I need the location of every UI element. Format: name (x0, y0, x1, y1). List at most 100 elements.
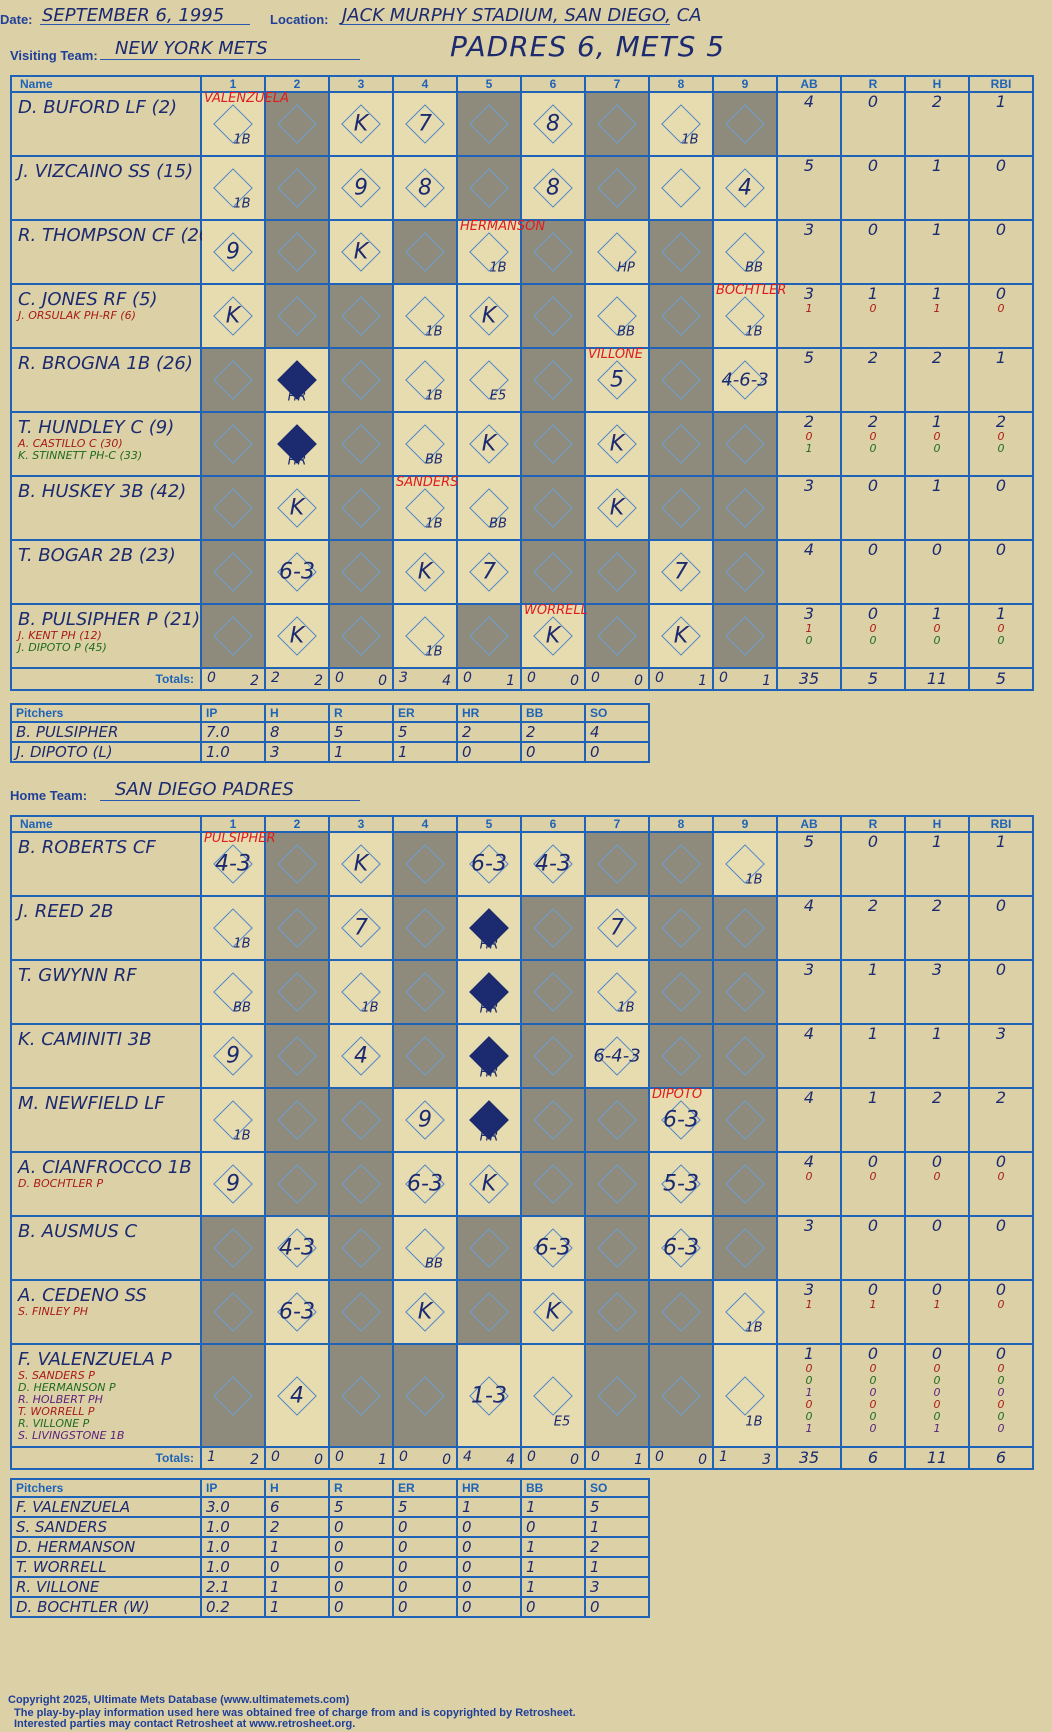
stat-ab: 4 (776, 539, 842, 605)
batter-name-cell: C. JONES RF (5) J. ORSULAK PH-RF (6) (10, 283, 202, 349)
play-result: 4 (354, 1043, 368, 1069)
play-result: 4-3 (535, 851, 571, 877)
inning-cell: 8 (392, 155, 458, 221)
play-result: K (353, 111, 369, 137)
inning-cell: 1B (328, 959, 394, 1025)
inning-cell: 1B (200, 91, 266, 157)
play-result: BB (617, 324, 635, 340)
inning-cell: 9 (392, 1087, 458, 1153)
play-result: K (481, 1171, 497, 1197)
play-result: 4-3 (215, 851, 251, 877)
visitors-col-1: 1 (200, 75, 266, 93)
play-result: K (609, 495, 625, 521)
stat-ab: 4 (776, 91, 842, 157)
play-result: BB (425, 452, 443, 468)
diamond-icon (597, 1292, 637, 1332)
diamond-icon (277, 168, 317, 208)
stat-value: 2 (931, 92, 943, 111)
stat-rbi: 2 (968, 1087, 1034, 1153)
pitching-change-note: VILLONE (588, 347, 643, 362)
inning-cell: K (456, 1151, 522, 1217)
stat-value: 0 (805, 1398, 813, 1411)
play-result: 7 (674, 559, 688, 585)
home-batter-row: B. ROBERTS CF 4-3 K 6-3 4-3 1B 5 0 1 1 (10, 831, 1034, 897)
diamond-icon (277, 296, 317, 336)
inning-cell (200, 1215, 266, 1281)
home-team-label: Home Team: (10, 788, 88, 803)
inning-runs: 4 (463, 1449, 472, 1465)
diamond-icon (341, 1228, 381, 1268)
diamond-icon (213, 552, 253, 592)
inning-hits: 4 (442, 673, 451, 689)
inning-cell (584, 831, 650, 897)
stat-value: 0 (995, 220, 1007, 239)
pitcher-stat: 1 (520, 1496, 586, 1518)
diamond-icon (469, 1292, 509, 1332)
stat-value: 0 (997, 622, 1005, 635)
inning-cell: K (264, 603, 330, 669)
stat-h: 1 (904, 1023, 970, 1089)
inning-hits: 0 (442, 1452, 451, 1468)
stat-value: 0 (995, 1152, 1007, 1171)
pitcher-stat: 0 (264, 1556, 330, 1578)
inning-cell: 7 (392, 91, 458, 157)
inning-cell: 4-3 (520, 831, 586, 897)
stat-value: 5 (803, 832, 815, 851)
inning-cell (200, 603, 266, 669)
batter-name-cell: A. CEDENO SS S. FINLEY PH (10, 1279, 202, 1345)
stat-value: 0 (931, 1152, 943, 1171)
diamond-icon (725, 552, 765, 592)
pitcher-stat: 1 (264, 1536, 330, 1558)
stat-value: 3 (931, 960, 943, 979)
stat-r: 1 (840, 1087, 906, 1153)
home-col-1: 1 (200, 815, 266, 833)
pitcher-stat: 0 (456, 1596, 522, 1618)
substitute-name: S. LIVINGSTONE 1B (18, 1429, 125, 1442)
stat-value: 0 (995, 540, 1007, 559)
stat-value: 1 (805, 1298, 813, 1311)
stat-value: 2 (803, 412, 815, 431)
visitors-col-9: 9 (712, 75, 778, 93)
stat-value: 1 (995, 348, 1007, 367)
inning-cell: 1B (456, 219, 522, 285)
inning-cell: BB (200, 959, 266, 1025)
home-col-r: R (840, 815, 906, 833)
inning-cell (712, 1087, 778, 1153)
pitcher-stat: 0 (328, 1536, 394, 1558)
stat-value: 0 (805, 634, 813, 647)
diamond-icon (725, 488, 765, 528)
pitcher-stat: 1 (520, 1556, 586, 1578)
pitcher-stat: 0 (456, 1576, 522, 1598)
pitcher-stat: 1 (328, 741, 394, 763)
home-col-7: 7 (584, 815, 650, 833)
stat-h: 2 (904, 91, 970, 157)
inning-cell: HP (584, 219, 650, 285)
play-result: K (289, 495, 305, 521)
pitcher-stat: 1 (520, 1576, 586, 1598)
inning-cell: 5-3 (648, 1151, 714, 1217)
stat-value: 0 (869, 442, 877, 455)
stat-h: 1 (904, 475, 970, 541)
stat-value: 1 (931, 604, 943, 623)
batter-name-cell: B. ROBERTS CF (10, 831, 202, 897)
inning-cell (200, 347, 266, 413)
stat-value: 0 (805, 1374, 813, 1387)
play-result: 6-3 (663, 1235, 699, 1261)
stat-value: 1 (805, 1422, 813, 1435)
pitch-col-header: BB (520, 1478, 586, 1498)
inning-cell (392, 1023, 458, 1089)
play-result: HR (479, 937, 499, 953)
batter-name-cell: J. REED 2B (10, 895, 202, 961)
diamond-icon (405, 844, 445, 884)
pitcher-stat: 6 (264, 1496, 330, 1518)
play-result: K (353, 851, 369, 877)
stat-rbi: 0 (968, 1215, 1034, 1281)
diamond-icon (661, 488, 701, 528)
batter-name-cell: T. HUNDLEY C (9) A. CASTILLO C (30) K. STI… (10, 411, 202, 477)
stat-rbi: 0 (968, 155, 1034, 221)
inning-cell (520, 347, 586, 413)
